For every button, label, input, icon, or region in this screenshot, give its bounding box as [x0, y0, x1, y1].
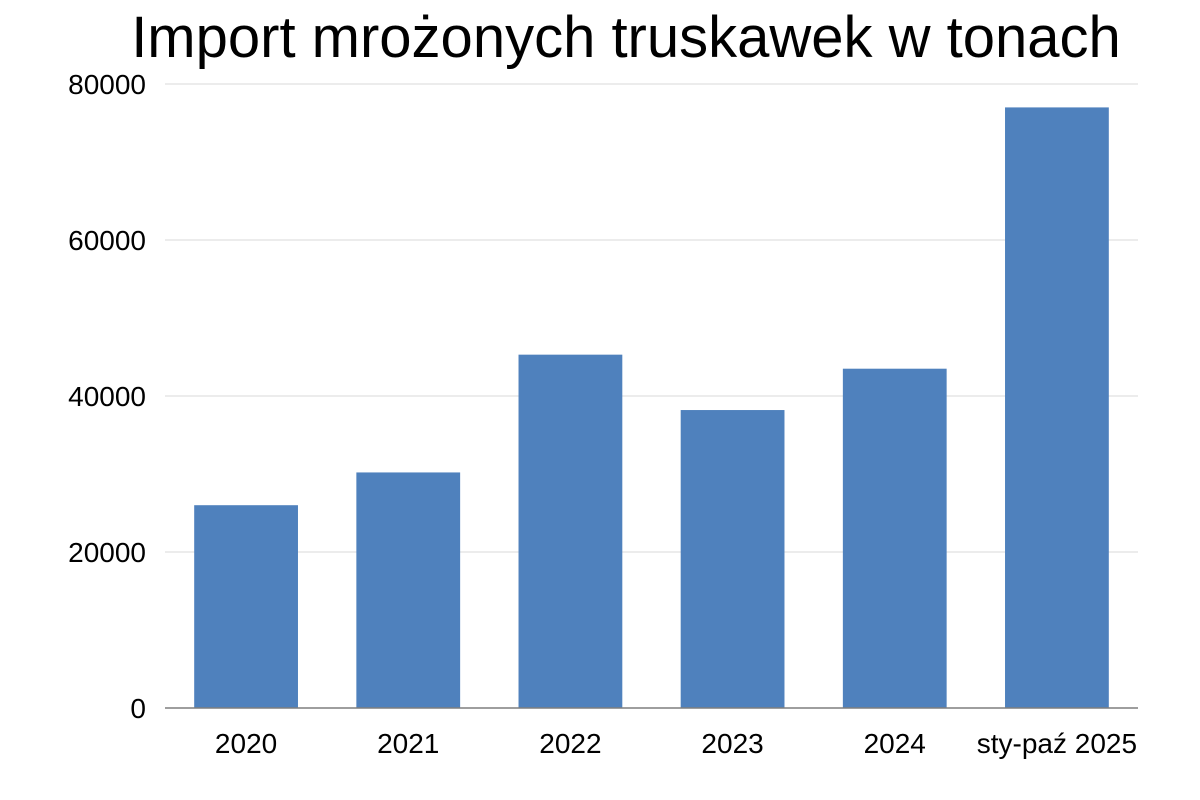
x-tick-label: 2024 [864, 728, 926, 759]
bar [680, 410, 785, 708]
y-tick-label: 60000 [68, 225, 146, 256]
bar [194, 505, 298, 708]
y-tick-label: 80000 [68, 69, 146, 100]
bar [842, 368, 947, 708]
x-axis-tick-labels: 2020 2021 2022 2023 2024 sty-paź 2025 [215, 728, 1137, 759]
grid-layer [165, 83, 1138, 553]
x-tick-label: 2023 [701, 728, 763, 759]
bar [518, 354, 623, 708]
x-tick-label: 2021 [377, 728, 439, 759]
x-tick-label: 2022 [539, 728, 601, 759]
y-tick-label: 20000 [68, 537, 146, 568]
x-tick-label: sty-paź 2025 [977, 728, 1137, 759]
x-tick-label: 2020 [215, 728, 277, 759]
chart-title: Import mrożonych truskawek w tonach [131, 5, 1121, 70]
bars-layer [194, 107, 1109, 708]
bar [1005, 107, 1109, 708]
y-axis-tick-labels: 0 20000 40000 60000 80000 [68, 69, 146, 724]
y-tick-label: 0 [130, 693, 146, 724]
bar [356, 472, 461, 708]
y-tick-label: 40000 [68, 381, 146, 412]
